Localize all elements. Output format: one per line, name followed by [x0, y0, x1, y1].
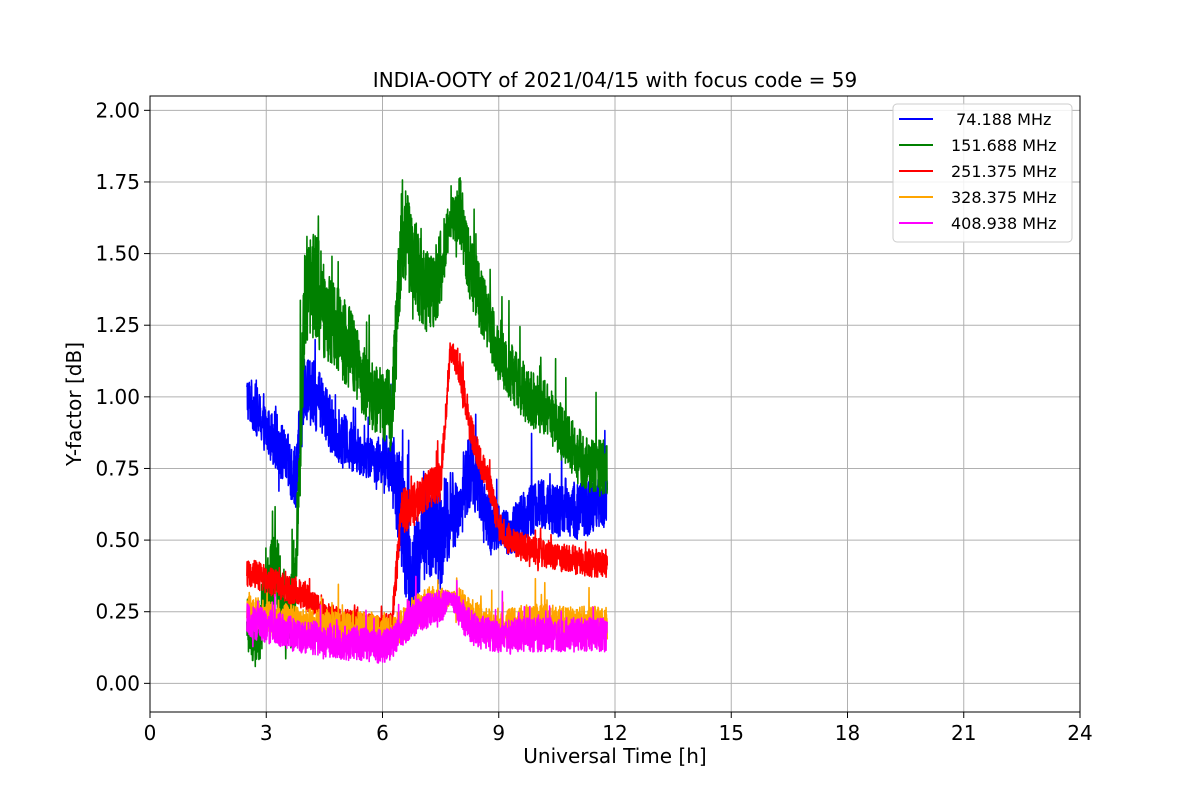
y-tick-label: 0.75: [95, 456, 140, 480]
x-tick-label: 0: [144, 721, 157, 745]
series-line: [246, 338, 609, 636]
legend: 74.188 MHz 151.688 MHz 251.375 MHz 328.375 …: [892, 103, 1073, 243]
legend-label: 408.938 MHz: [951, 214, 1056, 233]
y-tick-label: 0.50: [95, 528, 140, 552]
legend-label: 74.188 MHz: [951, 110, 1051, 129]
legend-label: 251.375 MHz: [951, 162, 1056, 181]
series-layer: [246, 176, 609, 668]
y-tick-label: 1.25: [95, 313, 140, 337]
y-tick-label: 1.00: [95, 385, 140, 409]
y-tick-label: 0.00: [95, 671, 140, 695]
legend-box: [892, 103, 1073, 243]
x-tick-label: 15: [719, 721, 744, 745]
y-axis-label: Y-factor [dB]: [62, 342, 86, 467]
y-tick-label: 2.00: [95, 98, 140, 122]
x-tick-label: 6: [376, 721, 389, 745]
x-axis-label: Universal Time [h]: [523, 744, 706, 768]
legend-label: 151.688 MHz: [951, 136, 1056, 155]
chart-title: INDIA-OOTY of 2021/04/15 with focus code…: [373, 68, 857, 92]
axis-ticks: 0 3 6 9 12 15 18 21 24 0.00 0.25 0.50 0.75 1.00 1.25 1.…: [95, 98, 1092, 745]
series-line: [246, 342, 609, 639]
y-tick-label: 1.75: [95, 170, 140, 194]
x-tick-label: 24: [1067, 721, 1092, 745]
x-tick-label: 21: [951, 721, 976, 745]
x-tick-label: 18: [835, 721, 860, 745]
y-tick-label: 0.25: [95, 600, 140, 624]
x-tick-label: 9: [492, 721, 505, 745]
legend-label: 328.375 MHz: [951, 188, 1056, 207]
series-line: [246, 176, 609, 668]
y-tick-label: 1.50: [95, 242, 140, 266]
x-tick-label: 12: [602, 721, 627, 745]
x-tick-label: 3: [260, 721, 273, 745]
series-line: [246, 575, 609, 664]
